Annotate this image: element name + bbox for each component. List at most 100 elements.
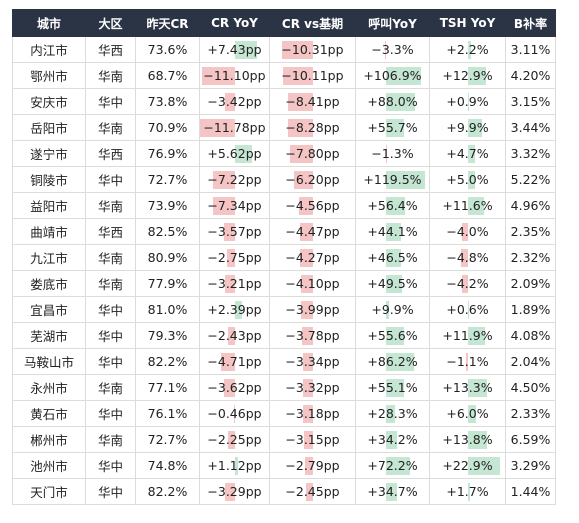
table-row[interactable]: 永州市 华南 77.1% −3.62pp −3.32pp +55.1% +13.3% 4.50…	[12, 374, 556, 401]
column-header-region[interactable]: 大区	[85, 9, 136, 37]
cell-region: 华西	[85, 36, 136, 63]
cell-city: 娄底市	[12, 270, 86, 297]
cell-cr-vs-base: −4.27pp	[269, 244, 356, 271]
column-header-b-rate[interactable]: B补率	[505, 9, 556, 37]
cell-call-yoy: +106.9%	[355, 62, 430, 89]
cell-cr-yoy-value: +7.43pp	[207, 42, 262, 57]
cell-tsh-yoy: +5.0%	[429, 166, 506, 193]
cell-b-rate-value: 1.89%	[510, 302, 551, 317]
column-header-cr[interactable]: 昨天CR	[135, 9, 200, 37]
table-row[interactable]: 鄂州市 华南 68.7% −11.10pp −10.11pp +106.9% +12.9% 4…	[12, 62, 556, 89]
positive-bar	[235, 457, 239, 475]
table-row[interactable]: 遂宁市 华西 76.9% +5.62pp −7.80pp −1.3% +4.7% 3.32%	[12, 140, 556, 167]
positive-bar	[386, 327, 405, 345]
cell-cr-vs-base-value: −4.27pp	[285, 250, 340, 265]
positive-bar	[468, 93, 470, 111]
cell-cr-vs-base: −7.80pp	[269, 140, 356, 167]
cell-cr-vs-base-value: −3.15pp	[285, 432, 340, 447]
table-row[interactable]: 九江市 华南 80.9% −2.75pp −4.27pp +46.5% −4.8% 2.32%	[12, 244, 556, 271]
cell-cr-yoy: −7.34pp	[199, 192, 270, 219]
cell-region-value: 华中	[97, 485, 123, 500]
table-row[interactable]: 曲靖市 华西 82.5% −3.57pp −4.47pp +44.1% −4.0% 2.35%	[12, 218, 556, 245]
cell-cr: 70.9%	[135, 114, 200, 141]
positive-bar	[468, 41, 472, 59]
cell-call-yoy: +55.6%	[355, 322, 430, 349]
table-row[interactable]: 娄底市 华南 77.9% −3.21pp −4.10pp +49.5% −4.2% 2.09%	[12, 270, 556, 297]
cell-cr: 74.8%	[135, 452, 200, 479]
cell-call-yoy-value: +9.9%	[371, 302, 414, 317]
cell-cr-value: 77.9%	[147, 276, 188, 291]
cell-tsh-yoy: +9.9%	[429, 114, 506, 141]
cell-cr-vs-base: −3.99pp	[269, 296, 356, 323]
cell-call-yoy-value: −1.3%	[371, 146, 414, 161]
table-row[interactable]: 天门市 华中 82.2% −3.29pp −2.45pp +34.7% +1.7% 1.44%	[12, 478, 556, 505]
cell-b-rate: 1.44%	[505, 478, 556, 505]
negative-bar	[227, 327, 235, 345]
table-row[interactable]: 铜陵市 华中 72.7% −7.22pp −6.20pp +119.5% +5.0% 5.22…	[12, 166, 556, 193]
cell-cr-value: 80.9%	[147, 250, 188, 265]
cell-cr: 76.9%	[135, 140, 200, 167]
cell-cr-yoy: −3.62pp	[199, 374, 270, 401]
cell-tsh-yoy: −4.2%	[429, 270, 506, 297]
cell-call-yoy-value: +86.2%	[367, 354, 418, 369]
column-header-call-yoy[interactable]: 呼叫YoY	[355, 9, 430, 37]
cell-tsh-yoy: −1.1%	[429, 348, 506, 375]
cell-cr-value: 77.1%	[147, 380, 188, 395]
cell-tsh-yoy-value: +12.9%	[442, 68, 493, 83]
cell-tsh-yoy: +12.9%	[429, 62, 506, 89]
positive-bar	[386, 93, 416, 111]
cell-region-value: 华南	[97, 277, 123, 292]
column-header-cr-vs-base[interactable]: CR vs基期	[269, 9, 356, 37]
cell-cr-value: 70.9%	[147, 120, 188, 135]
table-row[interactable]: 岳阳市 华南 70.9% −11.78pp −8.28pp +55.7% +9.9% 3.44…	[12, 114, 556, 141]
table-row[interactable]: 芜湖市 华中 79.3% −2.43pp −3.78pp +55.6% +11.9% 4.08…	[12, 322, 556, 349]
column-header-tsh-yoy[interactable]: TSH YoY	[429, 9, 506, 37]
table-row[interactable]: 池州市 华中 74.8% +1.12pp −2.79pp +72.2% +22.9% 3.29…	[12, 452, 556, 479]
table-row[interactable]: 郴州市 华南 72.7% −2.25pp −3.15pp +34.2% +13.8% 6.59…	[12, 426, 556, 453]
positive-bar	[235, 41, 258, 59]
cell-b-rate-value: 2.35%	[510, 224, 551, 239]
negative-bar	[461, 249, 468, 267]
cell-region: 华南	[85, 426, 136, 453]
table-row[interactable]: 益阳市 华南 73.9% −7.34pp −4.56pp +56.4% +11.6% 4.96…	[12, 192, 556, 219]
cell-b-rate-value: 2.32%	[510, 250, 551, 265]
negative-bar	[384, 41, 386, 59]
negative-bar	[300, 275, 313, 293]
cell-city: 马鞍山市	[12, 348, 86, 375]
cell-region-value: 华南	[97, 251, 123, 266]
table-row[interactable]: 宜昌市 华中 81.0% +2.39pp −3.99pp +9.9% +0.6% 1.89%	[12, 296, 556, 323]
table-row[interactable]: 马鞍山市 华中 82.2% −4.71pp −3.34pp +86.2% −1.1% 2.04…	[12, 348, 556, 375]
column-header-city[interactable]: 城市	[12, 9, 86, 37]
cell-cr-vs-base-value: −8.41pp	[285, 94, 340, 109]
cell-tsh-yoy-value: +9.9%	[446, 120, 489, 135]
cell-cr-yoy-value: −3.57pp	[207, 224, 262, 239]
negative-bar	[224, 93, 235, 111]
cell-region-value: 华南	[97, 433, 123, 448]
cell-cr-yoy-value: −2.43pp	[207, 328, 262, 343]
negative-bar	[462, 223, 468, 241]
cell-b-rate: 3.44%	[505, 114, 556, 141]
cell-call-yoy-value: +34.7%	[367, 484, 418, 499]
column-header-cr-yoy[interactable]: CR YoY	[199, 9, 270, 37]
cell-cr-yoy: −4.71pp	[199, 348, 270, 375]
positive-bar	[235, 145, 252, 163]
cell-b-rate-value: 1.44%	[510, 484, 551, 499]
table-row[interactable]: 黄石市 华中 76.1% −0.46pp −3.18pp +28.3% +6.0% 2.33%	[12, 400, 556, 427]
cell-cr-yoy: −11.78pp	[199, 114, 270, 141]
positive-bar	[386, 379, 405, 397]
negative-bar	[305, 483, 313, 501]
cell-city-value: 马鞍山市	[23, 355, 74, 370]
cell-region: 华南	[85, 62, 136, 89]
cell-b-rate: 4.50%	[505, 374, 556, 401]
cell-city-value: 益阳市	[30, 199, 68, 214]
cell-region: 华中	[85, 322, 136, 349]
cell-b-rate: 2.09%	[505, 270, 556, 297]
cell-cr-vs-base: −6.20pp	[269, 166, 356, 193]
cell-call-yoy-value: +55.6%	[367, 328, 418, 343]
cell-b-rate: 3.29%	[505, 452, 556, 479]
cell-call-yoy: +28.3%	[355, 400, 430, 427]
positive-bar	[468, 145, 475, 163]
table-row[interactable]: 安庆市 华中 73.8% −3.42pp −8.41pp +88.0% +0.9% 3.15%	[12, 88, 556, 115]
table-row[interactable]: 内江市 华西 73.6% +7.43pp −10.31pp −3.3% +2.2% 3.11%	[12, 36, 556, 63]
cell-call-yoy-value: +55.7%	[367, 120, 418, 135]
